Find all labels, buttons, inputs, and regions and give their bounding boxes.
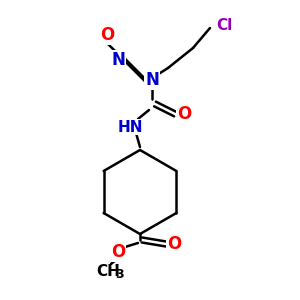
Text: CH: CH: [96, 265, 120, 280]
Text: O: O: [100, 26, 114, 44]
Text: N: N: [145, 71, 159, 89]
Text: Cl: Cl: [216, 19, 232, 34]
Text: N: N: [111, 51, 125, 69]
Text: HN: HN: [117, 119, 143, 134]
Text: O: O: [177, 105, 191, 123]
Text: O: O: [167, 235, 181, 253]
Text: 3: 3: [115, 268, 123, 281]
Text: O: O: [111, 243, 125, 261]
